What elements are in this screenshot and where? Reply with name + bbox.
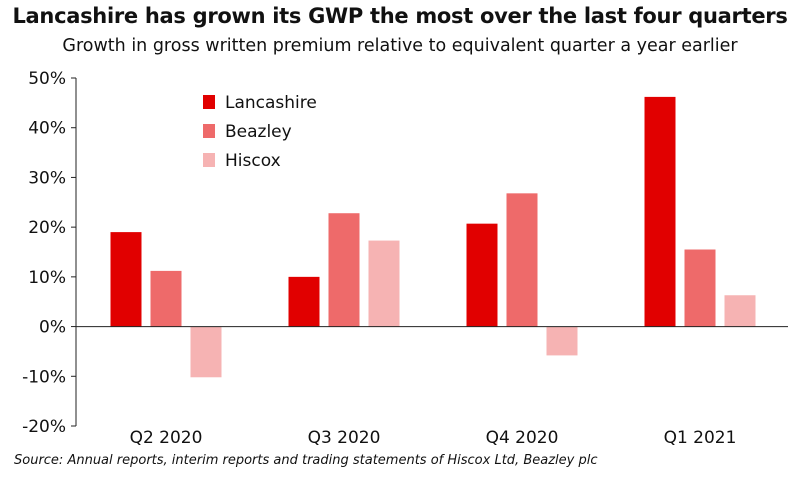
bar-beazley-q4-2020 <box>506 193 538 327</box>
y-tick-label: 50% <box>28 69 66 89</box>
source-note: Source: Annual reports, interim reports … <box>14 453 598 468</box>
y-tick-label: -10% <box>22 367 66 387</box>
bar-hiscox-q1-2021 <box>724 295 756 327</box>
bars <box>110 96 756 378</box>
legend-label-hiscox: Hiscox <box>225 151 281 171</box>
x-tick-label: Q4 2020 <box>486 428 559 448</box>
y-tick-label: 30% <box>28 168 66 188</box>
x-tick-label: Q3 2020 <box>308 428 381 448</box>
legend-swatch-beazley <box>203 124 215 138</box>
x-tick-label: Q1 2021 <box>664 428 737 448</box>
chart-subtitle: Growth in gross written premium relative… <box>62 36 738 56</box>
bar-hiscox-q4-2020 <box>546 326 578 356</box>
legend-swatch-lancashire <box>203 95 215 109</box>
y-axis-ticks: -20% -10% 0% 10% 20% 30% 40% 50% <box>22 69 76 437</box>
bar-hiscox-q3-2020 <box>368 240 400 327</box>
y-tick-label: 40% <box>28 119 66 139</box>
legend-label-beazley: Beazley <box>225 122 292 142</box>
axes <box>75 78 788 426</box>
y-tick-label: -20% <box>22 417 66 437</box>
bar-lancashire-q3-2020 <box>288 276 320 327</box>
bar-beazley-q2-2020 <box>150 270 182 327</box>
bar-lancashire-q4-2020 <box>466 223 498 327</box>
x-axis-labels: Q2 2020 Q3 2020 Q4 2020 Q1 2021 <box>130 428 737 448</box>
legend-label-lancashire: Lancashire <box>225 93 317 113</box>
bar-hiscox-q2-2020 <box>190 326 222 378</box>
x-tick-label: Q2 2020 <box>130 428 203 448</box>
bar-lancashire-q1-2021 <box>644 96 676 327</box>
legend: Lancashire Beazley Hiscox <box>203 93 317 171</box>
chart-title: Lancashire has grown its GWP the most ov… <box>12 4 788 28</box>
legend-swatch-hiscox <box>203 153 215 167</box>
bar-beazley-q3-2020 <box>328 213 360 327</box>
bar-beazley-q1-2021 <box>684 249 716 327</box>
y-tick-label: 20% <box>28 218 66 238</box>
y-tick-label: 10% <box>28 268 66 288</box>
bar-lancashire-q2-2020 <box>110 232 142 327</box>
y-tick-label: 0% <box>39 318 66 338</box>
